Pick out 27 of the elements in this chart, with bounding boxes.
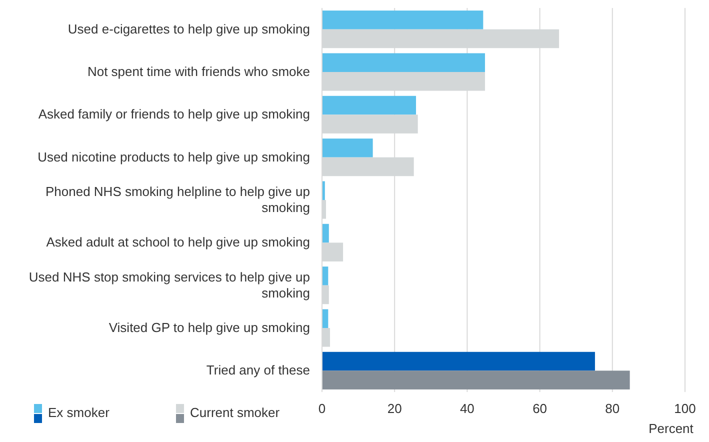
y-tick-label: Phoned NHS smoking helpline to help give up smoking: [45, 184, 310, 215]
bar: [322, 10, 484, 30]
y-tick-label: Tried any of these: [206, 362, 310, 378]
bar: [322, 224, 329, 243]
x-tick-label: 0: [318, 401, 326, 416]
x-axis-title: Percent: [648, 421, 694, 436]
legend-label: Current smoker: [190, 405, 280, 420]
legend-label: Ex smoker: [48, 405, 110, 420]
y-tick-label: Visited GP to help give up smoking: [108, 320, 310, 335]
bar: [322, 138, 373, 158]
y-tick-label: Asked adult at school to help give up smoking: [46, 234, 310, 250]
x-tick-label: 100: [674, 401, 696, 416]
y-tick-label: Asked family or friends to help give up smoking: [38, 106, 310, 122]
y-tick-label: Used e-cigarettes to help give up smoking: [68, 21, 310, 36]
x-tick-label: 20: [387, 401, 402, 416]
bar: [322, 370, 630, 390]
bar: [322, 266, 328, 286]
y-tick-label: Used NHS stop smoking services to help give up smoking: [28, 269, 310, 300]
x-tick-label: 60: [532, 401, 548, 416]
bar: [322, 309, 328, 328]
x-tick-label: 80: [605, 401, 620, 416]
x-tick-label: 40: [460, 401, 474, 416]
bar: [322, 352, 595, 371]
bar: [322, 53, 485, 72]
y-tick-label: Used nicotine products to help give up smoking: [38, 149, 310, 164]
y-tick-label: Not spent time with friends who smoke: [87, 64, 310, 79]
bar: [322, 96, 416, 115]
